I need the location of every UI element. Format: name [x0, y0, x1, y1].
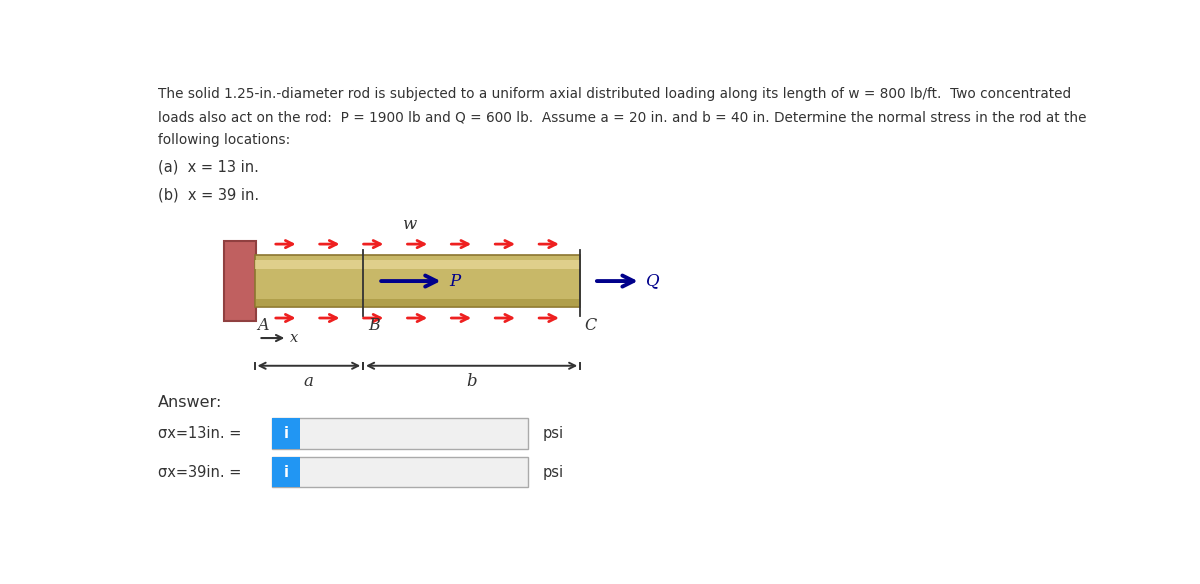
Text: Q: Q [646, 273, 660, 290]
Text: b: b [467, 373, 476, 390]
Text: (a)  x = 13 in.: (a) x = 13 in. [157, 159, 259, 175]
Text: following locations:: following locations: [157, 133, 290, 147]
Bar [272, 418, 300, 449]
Text: P: P [449, 273, 460, 290]
Text: C: C [584, 317, 598, 334]
Text: The solid 1.25-in.-diameter rod is subjected to a uniform axial distributed load: The solid 1.25-in.-diameter rod is subje… [157, 87, 1070, 101]
Text: x: x [290, 331, 299, 345]
Text: a: a [304, 373, 314, 390]
Text: Answer:: Answer: [157, 395, 222, 410]
Text: (b)  x = 39 in.: (b) x = 39 in. [157, 187, 259, 202]
Text: loads also act on the rod:  P = 1900 lb and Q = 600 lb.  Assume a = 20 in. and b: loads also act on the rod: P = 1900 lb a… [157, 110, 1086, 124]
Bar [254, 255, 580, 307]
Bar [254, 260, 580, 269]
Text: psi: psi [542, 426, 563, 441]
Text: A: A [257, 317, 269, 334]
Bar [272, 457, 528, 488]
Text: w: w [402, 216, 416, 234]
Text: psi: psi [542, 464, 563, 479]
Text: i: i [284, 426, 289, 441]
Bar [254, 300, 580, 307]
Bar [223, 241, 256, 321]
Text: σx=39in. =: σx=39in. = [157, 464, 241, 479]
Bar [272, 457, 300, 488]
Text: σx=13in. =: σx=13in. = [157, 426, 241, 441]
Text: B: B [367, 317, 379, 334]
Text: i: i [284, 464, 289, 479]
Bar [272, 418, 528, 449]
